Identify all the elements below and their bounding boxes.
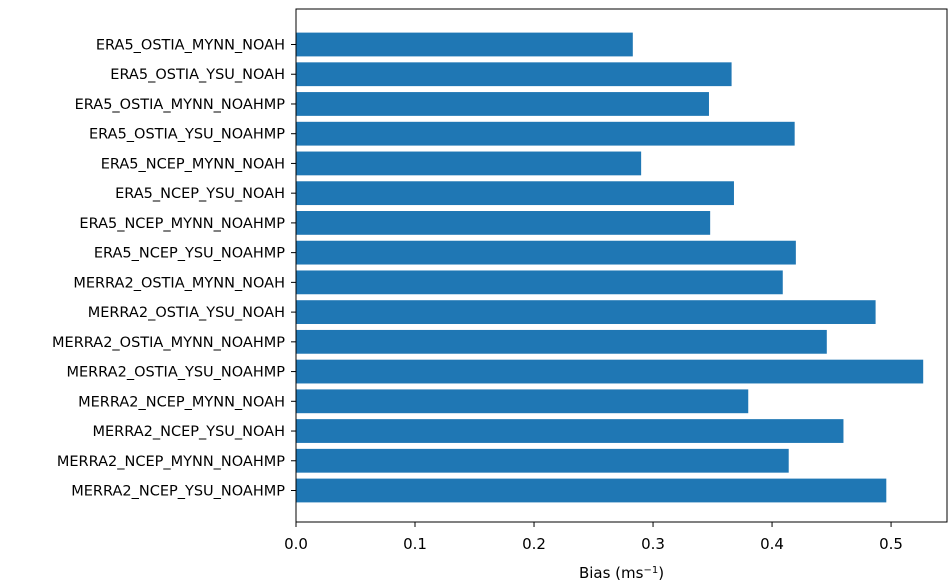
- bar-merra2-ostia-ysu-noah: [296, 300, 876, 324]
- y-tick-label: MERRA2_NCEP_YSU_NOAHMP: [71, 484, 285, 500]
- x-tick-label: 0.4: [760, 535, 784, 553]
- x-tick-label: 0.0: [284, 535, 308, 553]
- y-tick-label: ERA5_OSTIA_MYNN_NOAHMP: [75, 97, 286, 113]
- y-tick-label: MERRA2_NCEP_YSU_NOAH: [92, 424, 285, 440]
- x-axis-label-superscript: −1: [643, 565, 658, 576]
- bar-era5-ostia-ysu-noahmp: [296, 121, 795, 146]
- bar-merra2-ncep-mynn-noah: [296, 389, 749, 414]
- bar-era5-ostia-mynn-noah: [296, 32, 633, 57]
- x-tick-label: 0.1: [403, 535, 427, 553]
- bar-era5-ncep-ysu-noahmp: [296, 240, 796, 265]
- x-tick-label: 0.3: [641, 535, 665, 553]
- y-tick-label: ERA5_OSTIA_YSU_NOAH: [110, 67, 285, 83]
- plot-frame: [295, 8, 948, 523]
- y-tick-label: ERA5_NCEP_YSU_NOAH: [115, 186, 285, 202]
- bar-era5-ncep-mynn-noahmp: [296, 211, 711, 235]
- bar-era5-ostia-mynn-noahmp: [296, 92, 709, 116]
- y-tick-label: MERRA2_OSTIA_YSU_NOAH: [88, 305, 285, 321]
- y-tick-label: ERA5_OSTIA_MYNN_NOAH: [96, 38, 285, 54]
- y-tick-label: ERA5_NCEP_MYNN_NOAHMP: [79, 216, 285, 232]
- x-tick-label: 0.2: [522, 535, 546, 553]
- bar-era5-ostia-ysu-noah: [296, 62, 732, 87]
- y-tick-labels: ERA5_OSTIA_MYNN_NOAH ERA5_OSTIA_YSU_NOAH E…: [52, 38, 296, 500]
- bar-era5-ncep-mynn-noah: [296, 151, 642, 176]
- bar-merra2-ncep-ysu-noah: [296, 419, 844, 443]
- y-tick-label: MERRA2_OSTIA_YSU_NOAHMP: [66, 365, 285, 381]
- x-axis-label: Bias (ms−1): [579, 564, 664, 582]
- bar-merra2-ostia-mynn-noahmp: [296, 329, 827, 354]
- x-ticks: 0.0 0.1 0.2 0.3 0.4 0.5: [284, 522, 903, 553]
- y-tick-label: MERRA2_OSTIA_MYNN_NOAH: [73, 275, 285, 291]
- bar-merra2-ncep-ysu-noahmp: [296, 478, 887, 503]
- y-tick-label: MERRA2_NCEP_MYNN_NOAH: [78, 394, 285, 410]
- y-tick-label: MERRA2_NCEP_MYNN_NOAHMP: [57, 454, 285, 470]
- y-tick-label: MERRA2_OSTIA_MYNN_NOAHMP: [52, 335, 285, 351]
- y-tick-label: ERA5_NCEP_YSU_NOAHMP: [94, 246, 285, 262]
- y-tick-label: ERA5_NCEP_MYNN_NOAH: [101, 156, 285, 172]
- bar-merra2-ostia-ysu-noahmp: [296, 359, 924, 384]
- bar-merra2-ostia-mynn-noah: [296, 270, 783, 295]
- x-tick-label: 0.5: [879, 535, 903, 553]
- bars-group: [296, 32, 924, 503]
- y-tick-label: ERA5_OSTIA_YSU_NOAHMP: [89, 127, 285, 143]
- bar-merra2-ncep-mynn-noahmp: [296, 448, 789, 473]
- bar-era5-ncep-ysu-noah: [296, 181, 734, 206]
